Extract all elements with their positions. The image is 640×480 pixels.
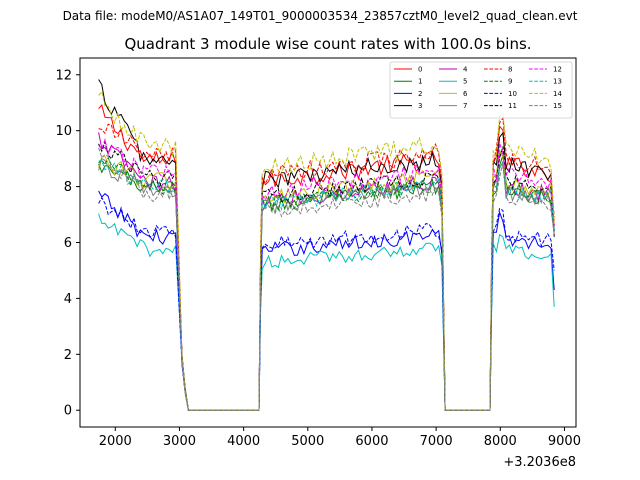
x-tick-label: 4000: [227, 434, 260, 449]
y-tick-label: 2: [64, 348, 72, 363]
legend-label-3: 3: [418, 102, 422, 110]
legend-label-6: 6: [463, 90, 468, 98]
y-tick-label: 0: [64, 404, 72, 419]
legend-label-9: 9: [508, 78, 512, 86]
legend-label-4: 4: [463, 66, 468, 74]
series-line-10: [98, 196, 555, 411]
x-offset-label: +3.2036e8: [503, 455, 576, 470]
series-line-5: [98, 213, 555, 411]
legend-label-13: 13: [553, 78, 562, 86]
y-tick-label: 10: [55, 124, 72, 139]
plot-lines: [98, 79, 555, 411]
y-tick-label: 4: [64, 292, 72, 307]
series-line-14: [98, 90, 555, 411]
x-tick-label: 2000: [99, 434, 132, 449]
series-line-7: [98, 157, 555, 411]
legend-label-14: 14: [553, 90, 562, 98]
legend-label-10: 10: [508, 90, 517, 98]
legend-label-8: 8: [508, 66, 512, 74]
y-tick-label: 8: [64, 180, 72, 195]
legend-label-2: 2: [418, 90, 422, 98]
legend-label-5: 5: [463, 78, 467, 86]
chart-title: Quadrant 3 module wise count rates with …: [124, 35, 531, 53]
series-line-3: [98, 79, 555, 411]
legend-label-0: 0: [418, 66, 422, 74]
legend-label-15: 15: [553, 102, 562, 110]
legend-label-12: 12: [553, 66, 562, 74]
y-tick-label: 12: [55, 68, 72, 83]
x-tick-label: 5000: [291, 434, 324, 449]
x-axis: 2000 3000 4000 5000 6000 7000 8000 9000: [99, 427, 581, 449]
x-tick-label: 7000: [420, 434, 453, 449]
legend-label-11: 11: [508, 102, 517, 110]
legend-box: [389, 61, 573, 119]
series-line-0: [98, 103, 555, 411]
series-line-1: [98, 155, 555, 411]
x-tick-label: 8000: [484, 434, 517, 449]
x-tick-label: 9000: [548, 434, 581, 449]
series-line-8: [98, 116, 555, 411]
x-tick-label: 3000: [163, 434, 196, 449]
y-tick-label: 6: [64, 236, 72, 251]
series-line-2: [98, 190, 555, 411]
data-file-label: Data file: modeM0/AS1A07_149T01_90000035…: [63, 9, 578, 23]
x-tick-label: 6000: [355, 434, 388, 449]
y-axis: 0 2 4 6 8 10 12: [55, 68, 80, 419]
legend-label-1: 1: [418, 78, 422, 86]
legend-label-7: 7: [463, 102, 467, 110]
series-line-15: [98, 147, 555, 411]
